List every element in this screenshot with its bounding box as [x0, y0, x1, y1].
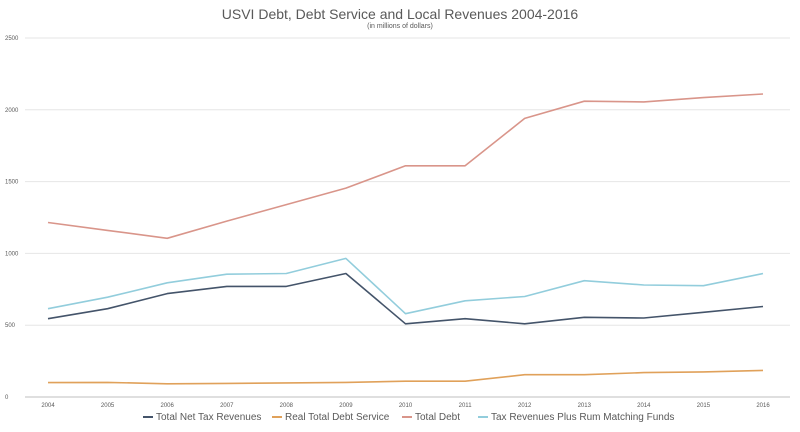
y-tick-label: 1500	[5, 180, 19, 186]
x-tick-label: 2008	[280, 403, 294, 409]
gridlines	[25, 37, 790, 398]
series-line	[47, 257, 764, 315]
y-tick-label: 0	[5, 395, 9, 401]
series-line	[47, 93, 764, 240]
x-tick-label: 2015	[697, 403, 711, 409]
legend-label: Tax Revenues Plus Rum Matching Funds	[491, 412, 674, 423]
chart-subtitle: (in millions of dollars)	[367, 23, 433, 30]
x-tick-label: 2012	[518, 403, 532, 409]
y-tick-label: 2500	[5, 36, 19, 42]
x-tick-label: 2013	[578, 403, 592, 409]
legend-label: Total Debt	[415, 412, 460, 423]
x-tick-label: 2005	[101, 403, 115, 409]
x-tick-label: 2006	[160, 403, 174, 409]
x-tick-label: 2010	[399, 403, 413, 409]
legend-label: Real Total Debt Service	[285, 412, 390, 423]
x-tick-label: 2004	[41, 403, 55, 409]
x-tick-label: 2016	[756, 403, 770, 409]
x-tick-label: 2014	[637, 403, 651, 409]
series-lines	[47, 93, 764, 385]
y-tick-label: 2000	[5, 108, 19, 114]
legend: Total Net Tax Revenues Real Total Debt Se…	[143, 412, 674, 423]
legend-label: Total Net Tax Revenues	[156, 412, 261, 423]
y-tick-label: 500	[5, 323, 16, 329]
x-tick-label: 2007	[220, 403, 234, 409]
series-line	[47, 369, 764, 385]
y-tick-label: 1000	[5, 251, 19, 257]
x-tick-label: 2009	[339, 403, 353, 409]
chart-title: USVI Debt, Debt Service and Local Revenu…	[221, 6, 579, 22]
x-tick-label: 2011	[459, 403, 473, 409]
series-line	[47, 272, 764, 325]
axes: 0 500 1000 1500 2000 2500 2004 2005 2006 2007 2008…	[5, 36, 770, 409]
